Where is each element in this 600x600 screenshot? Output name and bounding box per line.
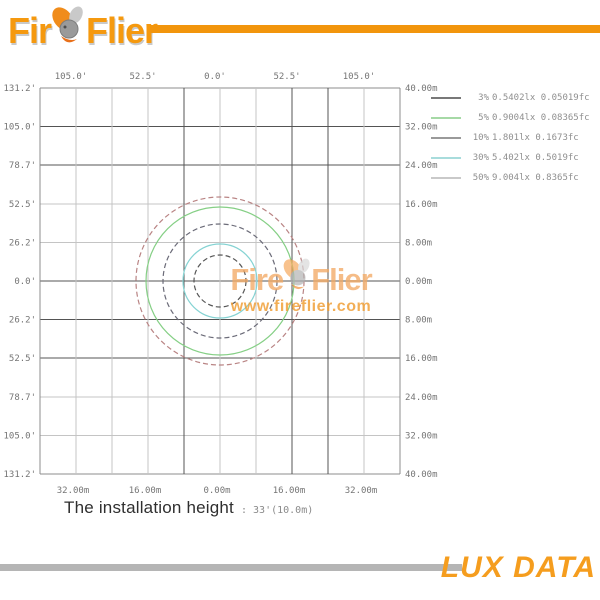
axis-tick-label: 105.0' (3, 123, 36, 133)
legend-line-swatch (431, 177, 461, 179)
legend-percent: 5% (478, 113, 489, 123)
axis-tick-label: 52.5' (9, 200, 36, 210)
axis-tick-label: 0.0' (204, 72, 226, 82)
legend-row: 10% 1.801lx 0.1673fc (431, 128, 597, 148)
fireflier-logo: Fir Flier (8, 6, 158, 57)
axis-tick-label: 26.2' (9, 238, 36, 248)
legend-row: 50% 9.004lx 0.8365fc (431, 168, 597, 188)
installation-height-label: The installation height (64, 498, 234, 517)
axis-tick-label: 24.00m (405, 161, 438, 171)
legend-values: 1.801lx 0.1673fc (492, 133, 579, 143)
axis-tick-label: 105.0' (343, 72, 376, 82)
axis-tick-label: 40.00m (405, 84, 438, 94)
axis-tick-label: 16.00m (273, 486, 306, 496)
axis-tick-label: 16.00m (405, 354, 438, 364)
legend-line-swatch (431, 137, 461, 139)
axis-tick-label: 32.00m (405, 123, 438, 133)
axis-tick-label: 78.7' (9, 393, 36, 403)
axis-tick-label: 32.00m (57, 486, 90, 496)
axis-tick-label: 52.5' (9, 354, 36, 364)
axis-tick-label: 0.0' (14, 277, 36, 287)
axis-tick-label: 105.0' (55, 72, 88, 82)
legend-values: 0.9004lx 0.08365fc (492, 113, 590, 123)
legend-row: 30% 5.402lx 0.5019fc (431, 148, 597, 168)
legend-values: 5.402lx 0.5019fc (492, 153, 579, 163)
axis-tick-label: 0.00m (405, 277, 432, 287)
lux-data-title: LUX DATA (440, 551, 596, 584)
isolux-circle-50% (193, 254, 247, 308)
axis-tick-label: 52.5' (129, 72, 156, 82)
logo-text-right: Flier (86, 10, 158, 51)
axis-tick-label: 26.2' (9, 316, 36, 326)
isolux-circle-30% (182, 243, 258, 319)
axis-tick-label: 52.5' (273, 72, 300, 82)
footer-divider-bar (0, 564, 462, 571)
axis-tick-label: 40.00m (405, 470, 438, 480)
header-accent-bar (150, 25, 600, 33)
axis-tick-label: 8.00m (405, 238, 432, 248)
isolux-plot: 131.2' 105.0' 78.7' 52.5' 26.2' 0.0' 26.2' 52.5… (3, 72, 438, 496)
legend-percent: 50% (472, 173, 489, 183)
legend-line-swatch (431, 97, 461, 99)
legend-line-swatch (431, 157, 461, 159)
legend-row: 3% 0.5402lx 0.05019fc (431, 88, 597, 108)
bee-icon (48, 6, 88, 57)
legend-percent: 10% (472, 133, 489, 143)
installation-height: The installation height : 33'(10.0m) (64, 498, 313, 518)
legend-values: 9.004lx 0.8365fc (492, 173, 579, 183)
axis-tick-label: 0.00m (203, 486, 230, 496)
axis-tick-label: 131.2' (3, 84, 36, 94)
legend-line-swatch (431, 117, 461, 119)
axis-tick-label: 16.00m (129, 486, 162, 496)
axis-tick-label: 131.2' (3, 470, 36, 480)
logo-text-left: Fir (8, 10, 52, 51)
legend-percent: 30% (472, 153, 489, 163)
axis-tick-label: 105.0' (3, 431, 36, 441)
axis-tick-label: 24.00m (405, 393, 438, 403)
isolux-circle-10% (162, 223, 278, 339)
installation-height-value: : 33'(10.0m) (241, 505, 314, 516)
axis-tick-label: 32.00m (345, 486, 378, 496)
contour-legend: 3% 0.5402lx 0.05019fc 5% 0.9004lx 0.08365fc… (431, 88, 597, 188)
axis-tick-label: 32.00m (405, 431, 438, 441)
legend-percent: 3% (478, 93, 489, 103)
legend-values: 0.5402lx 0.05019fc (492, 93, 590, 103)
axis-tick-label: 16.00m (405, 200, 438, 210)
axis-tick-label: 78.7' (9, 161, 36, 171)
legend-row: 5% 0.9004lx 0.08365fc (431, 108, 597, 128)
axis-tick-label: 8.00m (405, 316, 432, 326)
